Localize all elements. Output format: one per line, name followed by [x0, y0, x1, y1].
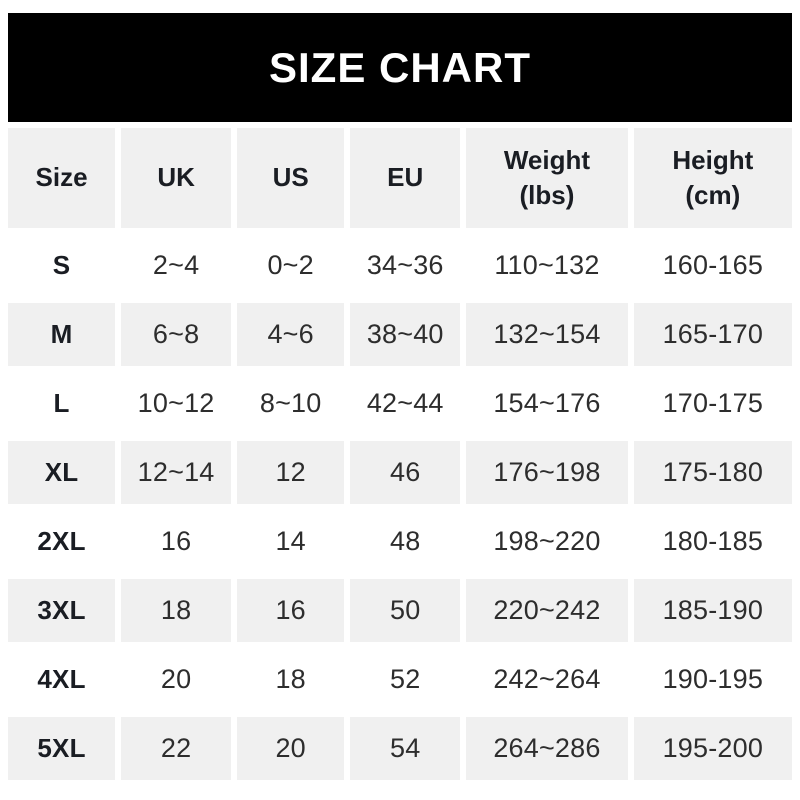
cell-size: 3XL	[8, 579, 116, 642]
cell-size: L	[53, 388, 70, 418]
cell-height: 190-195	[662, 664, 764, 694]
cell-eu: 38~40	[350, 303, 461, 366]
cell-size: S	[52, 250, 71, 280]
cell-weight: 132~154	[466, 303, 628, 366]
table-row-XL: XL 12~14 12 46 176~198 175-180	[8, 441, 792, 504]
header-cell-weight: Weight (lbs)	[466, 128, 628, 228]
cell-eu: 48	[390, 526, 421, 556]
cell-uk: 16	[160, 526, 192, 556]
cell-weight: 264~286	[466, 717, 628, 780]
cell-height: 160-165	[662, 250, 764, 280]
header-cell-us: US	[237, 128, 345, 228]
cell-us: 4~6	[237, 303, 345, 366]
cell-weight: 220~242	[466, 579, 628, 642]
cell-eu: 54	[350, 717, 461, 780]
cell-height: 170-175	[662, 388, 764, 418]
header-cell-eu: EU	[350, 128, 461, 228]
cell-uk: 18	[121, 579, 232, 642]
cell-height: 185-190	[633, 579, 792, 642]
header-cell-size: Size	[8, 128, 116, 228]
cell-size: XL	[8, 441, 116, 504]
table-row-3XL: 3XL 18 16 50 220~242 185-190	[8, 579, 792, 642]
cell-us: 16	[237, 579, 345, 642]
cell-uk: 2~4	[152, 250, 200, 280]
cell-weight: 198~220	[493, 526, 601, 556]
cell-weight: 242~264	[493, 664, 601, 694]
cell-height: 175-180	[633, 441, 792, 504]
table-row-M: M 6~8 4~6 38~40 132~154 165-170	[8, 303, 792, 366]
cell-size: 4XL	[37, 664, 86, 694]
cell-height: 180-185	[662, 526, 764, 556]
table-header: Size UK US EU Weight (lbs) Height (cm)	[8, 128, 792, 228]
cell-us: 0~2	[267, 250, 314, 280]
cell-uk: 20	[160, 664, 192, 694]
table-row-4XL: 4XL 20 18 52 242~264 190-195	[8, 648, 792, 711]
cell-eu: 52	[390, 664, 421, 694]
header-label-line: UK	[157, 162, 195, 193]
header-label-line: (cm)	[685, 180, 741, 210]
cell-eu: 46	[350, 441, 461, 504]
chart-title: SIZE CHART	[269, 43, 531, 91]
header-label-line: EU	[387, 162, 424, 193]
header-label-line: Weight	[503, 144, 591, 175]
cell-uk: 10~12	[137, 388, 215, 418]
cell-uk: 22	[121, 717, 232, 780]
cell-eu: 42~44	[366, 388, 444, 418]
header-label-line: Size	[35, 162, 88, 193]
cell-uk: 12~14	[121, 441, 232, 504]
cell-uk: 6~8	[121, 303, 232, 366]
cell-us: 20	[237, 717, 345, 780]
table-row-2XL: 2XL 16 14 48 198~220 180-185	[8, 510, 792, 573]
table-row-5XL: 5XL 22 20 54 264~286 195-200	[8, 717, 792, 780]
cell-us: 12	[237, 441, 345, 504]
banner: SIZE CHART	[8, 13, 792, 122]
header-row: Size UK US EU Weight (lbs) Height (cm)	[8, 128, 792, 228]
table-body: S 2~4 0~2 34~36 110~132 160-165 M 6~8 4~6 38~40 13…	[8, 234, 792, 780]
cell-size: 2XL	[37, 526, 86, 556]
cell-size: M	[8, 303, 116, 366]
cell-weight: 154~176	[493, 388, 601, 418]
cell-height: 165-170	[633, 303, 792, 366]
header-cell-height: Height (cm)	[633, 128, 792, 228]
header-cell-uk: UK	[121, 128, 232, 228]
cell-eu: 34~36	[366, 250, 444, 280]
cell-size: 5XL	[8, 717, 116, 780]
cell-us: 14	[275, 526, 306, 556]
header-label-line: US	[272, 162, 309, 193]
cell-us: 8~10	[259, 388, 322, 418]
cell-eu: 50	[350, 579, 461, 642]
cell-weight: 110~132	[494, 250, 600, 280]
header-label-line: Height	[672, 144, 754, 175]
table-row-L: L 10~12 8~10 42~44 154~176 170-175	[8, 372, 792, 435]
table-row-S: S 2~4 0~2 34~36 110~132 160-165	[8, 234, 792, 297]
cell-us: 18	[275, 664, 306, 694]
cell-height: 195-200	[633, 717, 792, 780]
cell-weight: 176~198	[466, 441, 628, 504]
header-label-line: (lbs)	[519, 180, 575, 210]
size-chart-table: Size UK US EU Weight (lbs) Height (cm) S 2~4 0~2 3…	[2, 122, 798, 786]
